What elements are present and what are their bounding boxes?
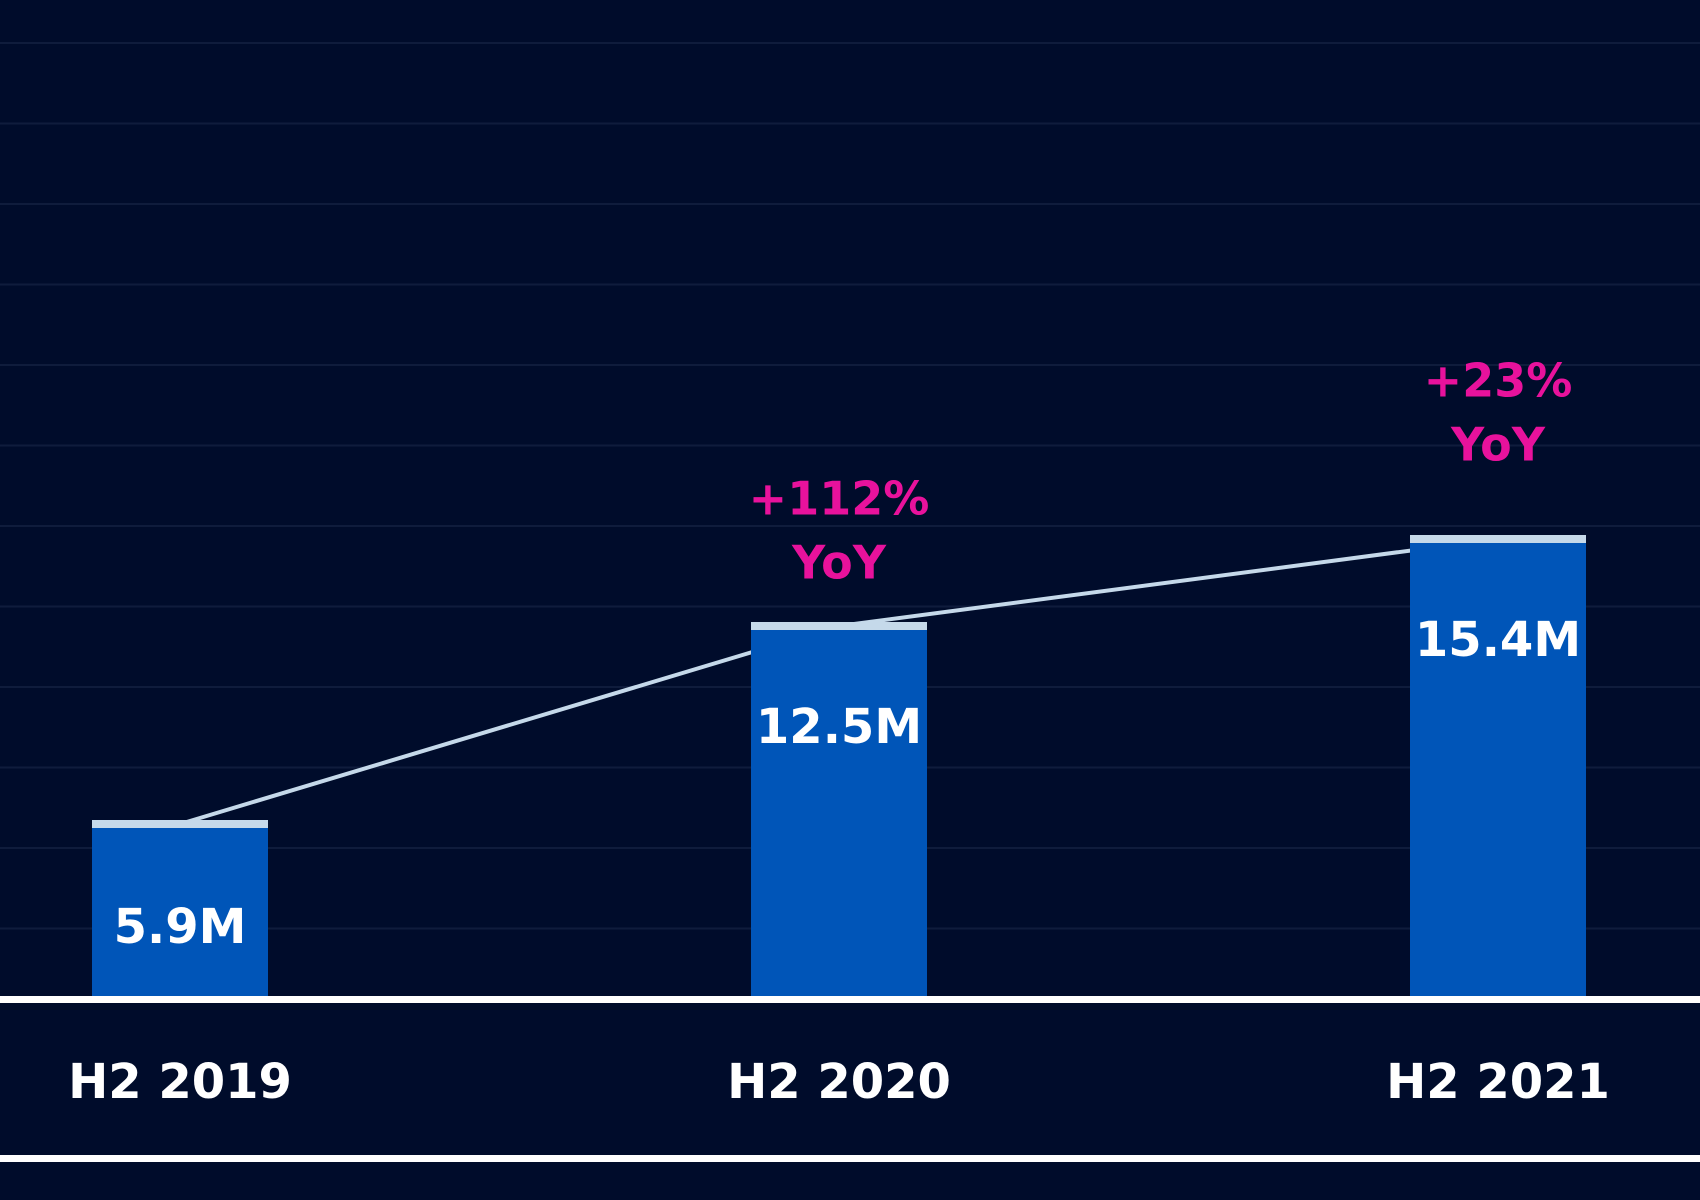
bar — [92, 820, 268, 997]
data-label: 15.4M — [1415, 612, 1581, 668]
bar — [1410, 535, 1586, 997]
bar-cap — [751, 622, 927, 630]
x-tick-label: H2 2019 — [68, 1054, 292, 1110]
annotation-pct: +23% — [1424, 354, 1573, 408]
x-tick-label: H2 2021 — [1386, 1054, 1610, 1110]
annotation-yoy: YoY — [791, 536, 887, 590]
baseline-axis — [0, 996, 1700, 1003]
bar — [751, 622, 927, 997]
data-label: 5.9M — [114, 899, 247, 955]
data-label: 12.5M — [756, 699, 922, 755]
bars: 5.9M 12.5M 15.4M — [92, 535, 1586, 997]
bottom-rule — [0, 1155, 1700, 1162]
x-tick-label: H2 2020 — [727, 1054, 951, 1110]
bar-cap — [1410, 535, 1586, 543]
bar-cap — [92, 820, 268, 828]
annotation-yoy: YoY — [1450, 418, 1546, 472]
annotation-pct: +112% — [749, 472, 930, 526]
